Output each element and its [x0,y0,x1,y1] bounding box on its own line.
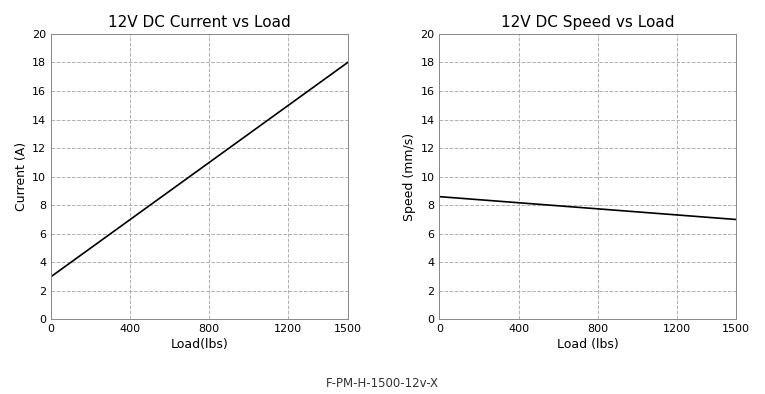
Y-axis label: Speed (mm/s): Speed (mm/s) [403,133,416,221]
X-axis label: Load (lbs): Load (lbs) [557,338,619,351]
X-axis label: Load(lbs): Load(lbs) [171,338,228,351]
Title: 12V DC Speed vs Load: 12V DC Speed vs Load [501,15,675,30]
Text: F-PM-H-1500-12v-X: F-PM-H-1500-12v-X [326,377,439,390]
Title: 12V DC Current vs Load: 12V DC Current vs Load [108,15,291,30]
Y-axis label: Current (A): Current (A) [15,142,28,211]
